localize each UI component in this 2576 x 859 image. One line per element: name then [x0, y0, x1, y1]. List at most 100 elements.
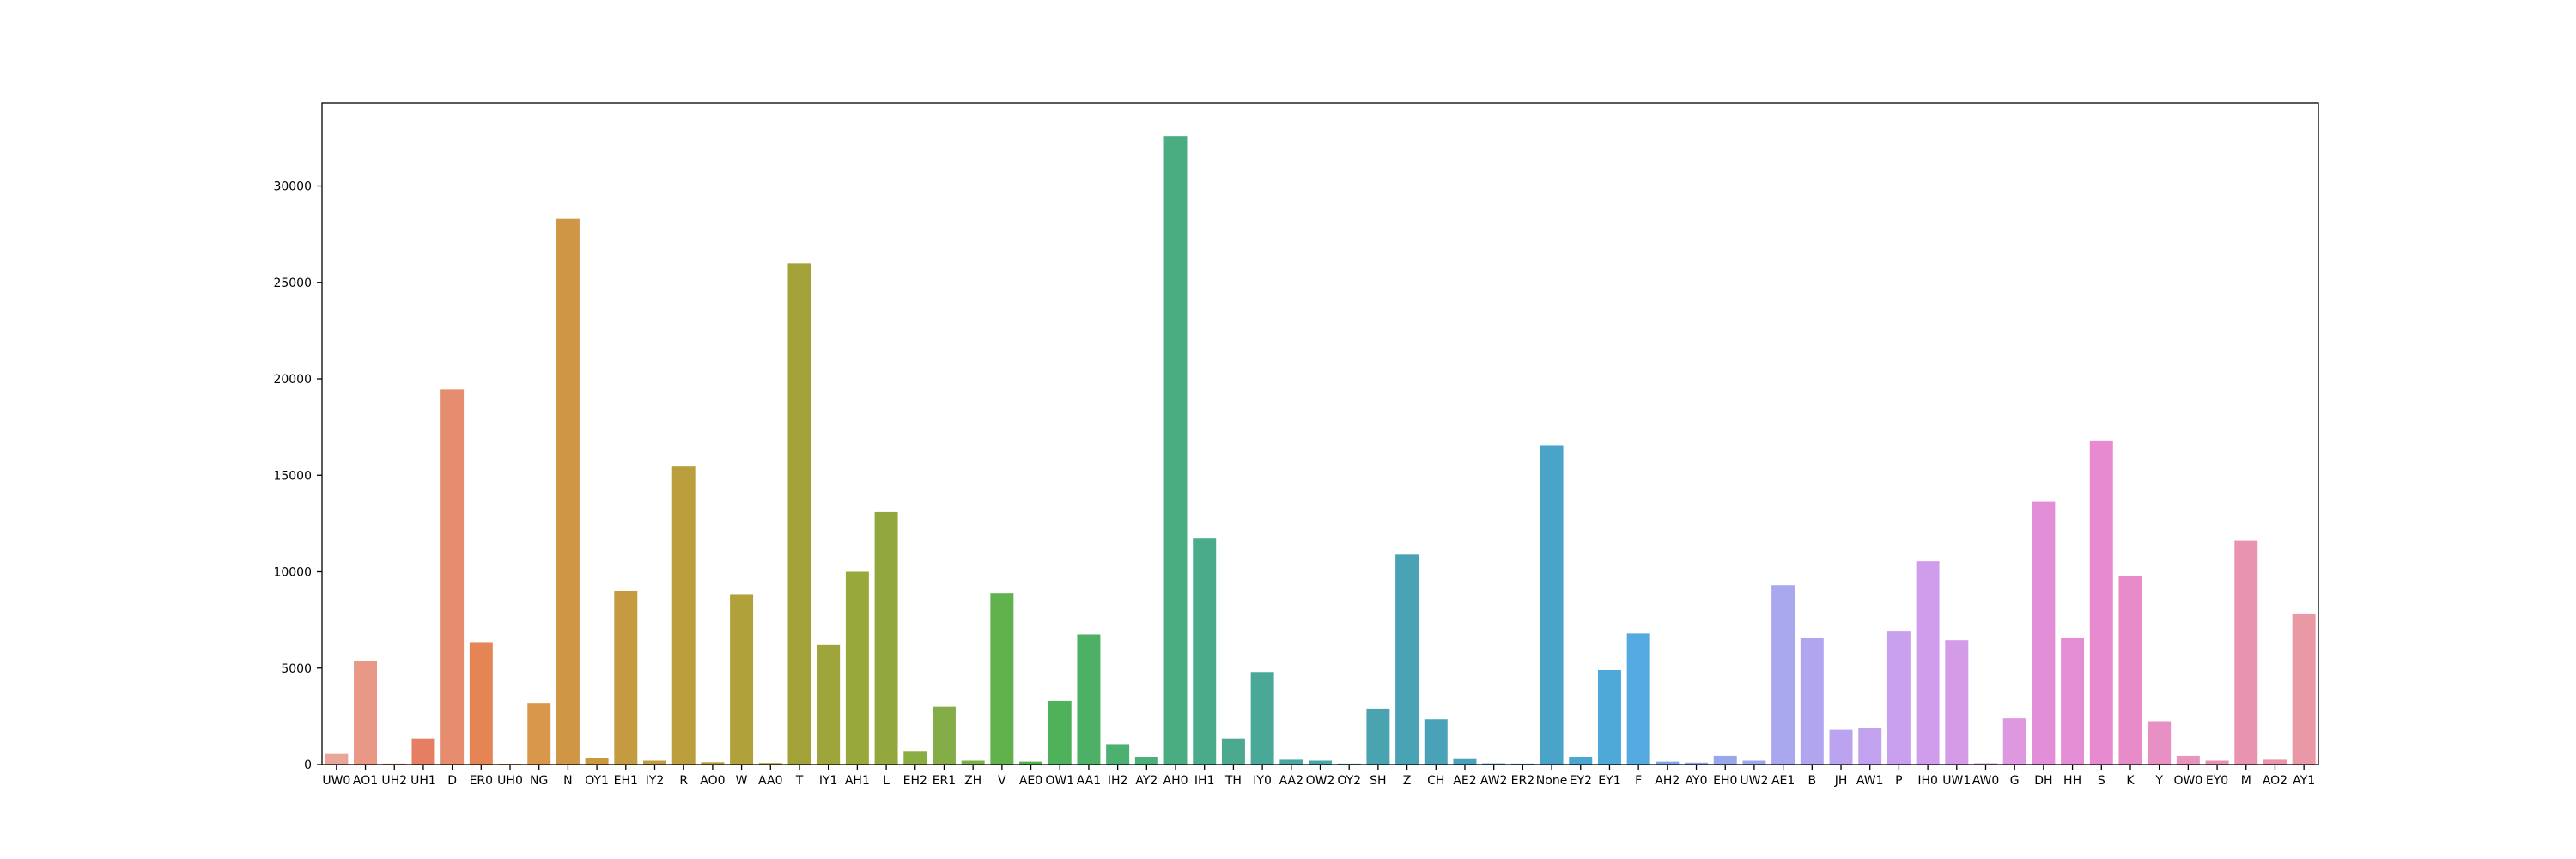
x-tick-label: EH2: [903, 774, 927, 788]
x-tick-label: Y: [2154, 774, 2163, 788]
bar-f: [1626, 633, 1650, 765]
x-tick-label: AH0: [1163, 774, 1188, 788]
x-tick-label: AW1: [1856, 774, 1884, 788]
x-tick-label: K: [2126, 774, 2135, 788]
bar-aa1: [1077, 634, 1101, 765]
bar-k: [2118, 576, 2142, 765]
y-tick-label: 10000: [273, 566, 312, 580]
x-tick-label: UH2: [381, 774, 407, 788]
bar-th: [1221, 738, 1245, 765]
bar-ay2: [1134, 757, 1158, 765]
x-tick-label: EY0: [2206, 774, 2228, 788]
x-tick-label: AA2: [1279, 774, 1303, 788]
bar-m: [2234, 540, 2258, 765]
bar-iy2: [643, 760, 666, 765]
x-tick-label: OW2: [1306, 774, 1335, 788]
x-tick-label: OW0: [2173, 774, 2202, 788]
bar-er1: [932, 706, 956, 765]
x-tick-label: P: [1895, 774, 1902, 788]
x-tick-label: DH: [2034, 774, 2052, 788]
x-tick-label: S: [2098, 774, 2105, 788]
x-tick-label: UH1: [410, 774, 436, 788]
x-tick-label: HH: [2063, 774, 2081, 788]
bar-ah2: [1656, 761, 1680, 765]
x-tick-label: W: [736, 774, 748, 788]
bar-b: [1800, 637, 1824, 765]
x-tick-label: M: [2241, 774, 2251, 788]
bar-oy1: [585, 758, 609, 765]
x-tick-label: TH: [1224, 774, 1242, 788]
bar-aw2: [1482, 763, 1506, 765]
y-tick-label: 25000: [273, 277, 312, 290]
x-tick-label: AE2: [1453, 774, 1476, 788]
x-tick-label: AH1: [845, 774, 870, 788]
bar-ah1: [845, 571, 869, 765]
bar-uw2: [1742, 760, 1766, 765]
x-tick-label: R: [679, 774, 688, 788]
bar-z: [1395, 554, 1419, 765]
bar-aa0: [758, 763, 782, 765]
x-tick-label: EH0: [1713, 774, 1737, 788]
y-axis: 0 5000 10000 15000 20000 25000 30000: [273, 180, 322, 772]
x-tick-label: ER0: [470, 774, 493, 788]
x-tick-label: None: [1536, 774, 1568, 788]
bar-none: [1540, 445, 1564, 765]
bar-t: [787, 263, 811, 765]
bar-aw0: [1974, 763, 1997, 765]
x-tick-label: G: [2010, 774, 2020, 788]
bar-aw1: [1858, 728, 1882, 765]
bar-w: [730, 594, 754, 765]
x-tick-label: AY2: [1135, 774, 1157, 788]
bar-s: [2089, 440, 2113, 765]
bar-y: [2148, 721, 2172, 765]
bar-v: [990, 593, 1014, 765]
bar-ey0: [2205, 760, 2229, 765]
y-tick-label: 0: [304, 758, 312, 772]
bar-ih2: [1106, 744, 1130, 765]
x-tick-label: AW2: [1480, 774, 1508, 788]
bar-ay0: [1685, 762, 1709, 765]
x-tick-label: V: [998, 774, 1006, 788]
bar-d: [440, 389, 465, 765]
x-tick-label: IH2: [1108, 774, 1128, 788]
bar-ay1: [2292, 613, 2316, 765]
bar-hh: [2061, 637, 2085, 765]
x-tick-label: UW2: [1740, 774, 1768, 788]
x-tick-label: AE1: [1771, 774, 1795, 788]
x-tick-label: L: [883, 774, 890, 788]
x-tick-label: UH0: [497, 774, 523, 788]
bar-er0: [469, 642, 493, 765]
x-tick-label: AW0: [1972, 774, 2000, 788]
y-tick-label: 30000: [273, 180, 312, 194]
plot-frame: [321, 102, 2319, 765]
bar-zh: [961, 760, 985, 765]
x-tick-label: T: [795, 774, 804, 788]
x-tick-label: B: [1808, 774, 1817, 788]
y-tick-label: 15000: [273, 469, 312, 483]
bar-jh: [1829, 729, 1853, 765]
bar-ih0: [1916, 561, 1940, 765]
bar-iy0: [1250, 672, 1274, 765]
bar-ow1: [1048, 700, 1072, 765]
bar-ow2: [1309, 760, 1332, 765]
x-tick-label: AO0: [700, 774, 725, 788]
bar-iy1: [817, 644, 841, 765]
x-tick-label: EY1: [1598, 774, 1620, 788]
x-tick-label: UW1: [1942, 774, 1971, 788]
y-tick-label: 5000: [281, 662, 312, 676]
x-axis: UW0 AO1 UH2 UH1 D ER0 UH0 NG N OY1 EH1 IY2 R AO0 W AA0 T…: [322, 765, 2315, 788]
bar-l: [874, 511, 898, 765]
x-tick-label: EH1: [614, 774, 638, 788]
bar-r: [671, 466, 696, 765]
x-tick-label: NG: [530, 774, 548, 788]
y-tick-label: 20000: [273, 373, 312, 387]
bar-ey1: [1597, 670, 1621, 765]
x-tick-label: UW0: [322, 774, 350, 788]
bar-ae0: [1019, 761, 1043, 765]
x-tick-label: AH2: [1655, 774, 1680, 788]
x-tick-label: EY2: [1570, 774, 1592, 788]
bar-ao0: [701, 762, 725, 765]
bar-ih1: [1193, 538, 1217, 765]
x-tick-label: D: [447, 774, 457, 788]
x-tick-label: IH1: [1194, 774, 1215, 788]
